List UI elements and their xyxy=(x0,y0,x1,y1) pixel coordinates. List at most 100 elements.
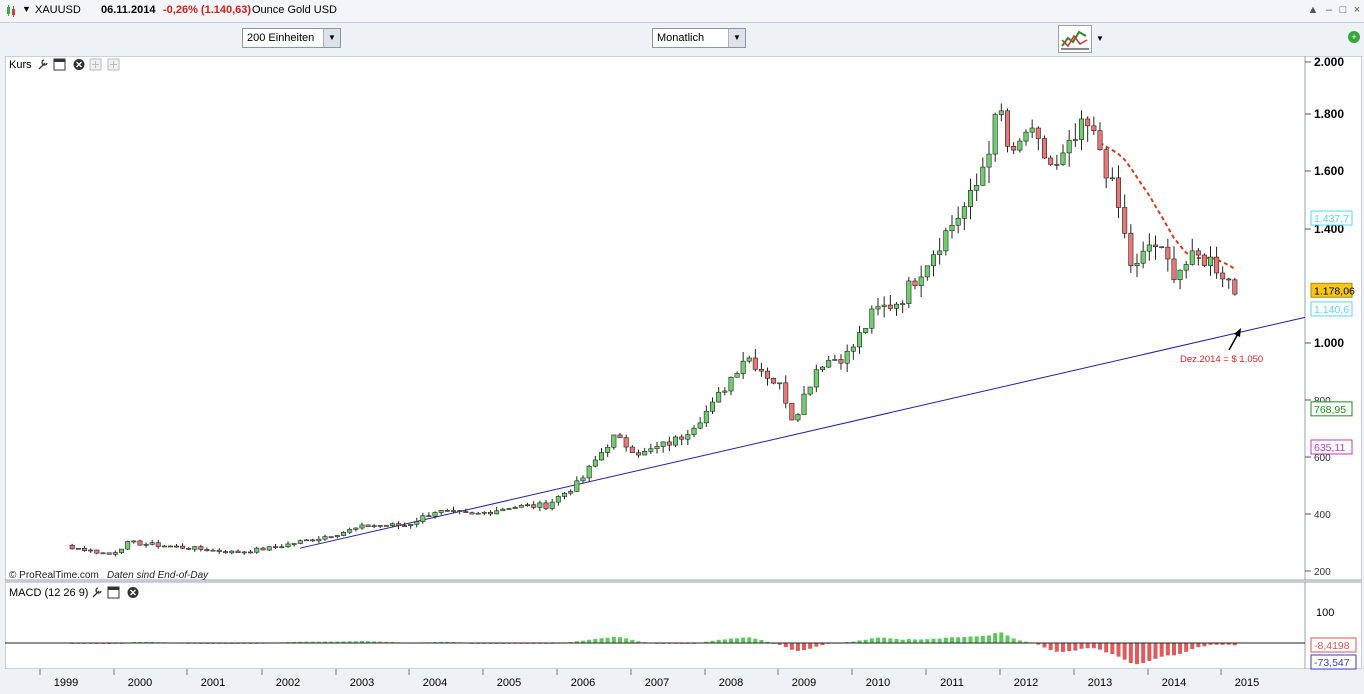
symbol-dropdown-icon[interactable]: ▼ xyxy=(22,4,31,14)
candle xyxy=(716,391,722,403)
chevron-down-icon[interactable]: ▼ xyxy=(323,29,340,47)
macd-histogram-bar xyxy=(900,639,905,643)
minimize-window-icon[interactable]: – xyxy=(1325,4,1333,16)
price-axis-tick-label: 400 xyxy=(1314,510,1331,521)
candle xyxy=(679,436,685,440)
units-select[interactable]: 200 Einheiten ▼ xyxy=(242,28,341,48)
macd-histogram-bar xyxy=(366,641,371,643)
period-select[interactable]: Monatlich ▼ xyxy=(652,28,746,48)
candle xyxy=(353,527,359,530)
candle xyxy=(487,511,493,515)
wrench-icon[interactable] xyxy=(37,59,48,70)
candle xyxy=(1054,164,1060,166)
candle xyxy=(1042,138,1048,159)
candle xyxy=(642,450,648,456)
macd-histogram-bar xyxy=(1024,641,1028,643)
macd-histogram-bar xyxy=(1098,643,1102,650)
candle xyxy=(598,452,604,461)
candle xyxy=(75,548,81,550)
price-panel-background[interactable] xyxy=(4,55,1306,581)
macd-histogram-bar xyxy=(777,643,782,645)
candle xyxy=(574,480,580,492)
window-icon[interactable] xyxy=(107,586,120,599)
candle xyxy=(623,437,629,448)
minimize-icon[interactable]: ▲ xyxy=(1307,4,1319,16)
candlestick-icon xyxy=(6,4,16,17)
macd-histogram-bar xyxy=(292,641,297,643)
wrench-icon[interactable] xyxy=(91,587,102,598)
add-indicator-icon[interactable]: + xyxy=(1348,31,1360,43)
macd-histogram-bar xyxy=(384,641,389,643)
macd-histogram-bar xyxy=(1128,643,1133,664)
time-axis: 1999 2000 2001 2002 2003 2004 2005 2006 2007 2008… xyxy=(39,669,1259,689)
close-panel-icon[interactable] xyxy=(127,587,139,598)
close-icon[interactable]: × xyxy=(1353,4,1361,16)
value-tag-ma-200 xyxy=(1310,439,1353,455)
macd-histogram-bar xyxy=(1141,643,1146,664)
macd-histogram-bar xyxy=(710,640,715,643)
window-icon[interactable] xyxy=(53,58,66,71)
candle xyxy=(414,521,420,525)
candle xyxy=(752,357,758,370)
macd-histogram-bar xyxy=(1184,643,1189,652)
candle xyxy=(1004,110,1010,147)
macd-histogram-bar xyxy=(808,643,813,649)
macd-histogram-bar xyxy=(298,641,303,643)
move-up-icon[interactable] xyxy=(89,58,102,71)
candle xyxy=(543,502,549,509)
maximize-icon[interactable]: □ xyxy=(1339,4,1347,16)
close-panel-icon[interactable] xyxy=(73,59,85,70)
candle xyxy=(1146,244,1152,252)
macd-histogram-bar xyxy=(360,641,364,643)
candle xyxy=(1091,125,1097,131)
symbol-label[interactable]: XAUUSD xyxy=(35,4,81,16)
candle xyxy=(850,346,856,352)
macd-histogram-bar xyxy=(974,636,979,643)
candle xyxy=(285,543,291,548)
macd-histogram-bar xyxy=(1048,643,1053,651)
candle xyxy=(881,304,887,307)
macd-histogram-bar xyxy=(1214,643,1219,645)
chevron-down-icon[interactable]: ▼ xyxy=(728,29,745,47)
chart-type-dropdown-icon[interactable]: ▼ xyxy=(1093,25,1107,53)
macd-histogram-bar xyxy=(593,638,598,643)
macd-histogram-bar xyxy=(783,643,788,648)
move-down-icon[interactable] xyxy=(107,58,120,71)
candle xyxy=(1122,207,1128,234)
candle xyxy=(832,359,838,361)
value-tag-text-ma-200: 635,11 xyxy=(1314,442,1345,454)
candle xyxy=(611,434,617,448)
macd-histogram-bar xyxy=(759,640,764,643)
candle xyxy=(685,434,691,440)
macd-panel-background[interactable] xyxy=(4,581,1306,670)
time-axis-label: 2005 xyxy=(497,677,521,689)
candle xyxy=(537,502,543,508)
candlestick-series xyxy=(0,103,1238,557)
macd-histogram-bar xyxy=(814,643,819,647)
price-axis-tick-label: 200 xyxy=(1314,567,1331,578)
chart-type-button[interactable] xyxy=(1058,25,1092,53)
candle xyxy=(1189,250,1195,265)
candle xyxy=(143,543,149,546)
time-axis-label: 2001 xyxy=(201,677,225,689)
macd-histogram-bar xyxy=(789,643,794,650)
time-axis-label: 2003 xyxy=(350,677,374,689)
macd-histogram-bar xyxy=(1079,643,1084,649)
time-axis-label: 2013 xyxy=(1088,677,1112,689)
title-bar: ▼ XAUUSD 06.11.2014 -0,26% (1.140,63) Ou… xyxy=(0,0,1364,23)
macd-histogram-bar xyxy=(1054,643,1059,652)
price-axis-tick-label: 1.600 xyxy=(1314,164,1344,178)
candle xyxy=(672,436,678,446)
candle xyxy=(967,190,973,207)
time-axis-label: 2012 xyxy=(1014,677,1038,689)
candle xyxy=(328,536,334,538)
macd-histogram-bar xyxy=(1110,643,1115,655)
macd-histogram-bar xyxy=(987,635,991,643)
candle xyxy=(906,280,912,304)
macd-histogram-bar xyxy=(630,639,635,643)
support-trendline xyxy=(299,316,1306,549)
candle xyxy=(94,549,100,554)
candle xyxy=(481,511,487,514)
macd-histogram-bar xyxy=(1036,643,1041,645)
